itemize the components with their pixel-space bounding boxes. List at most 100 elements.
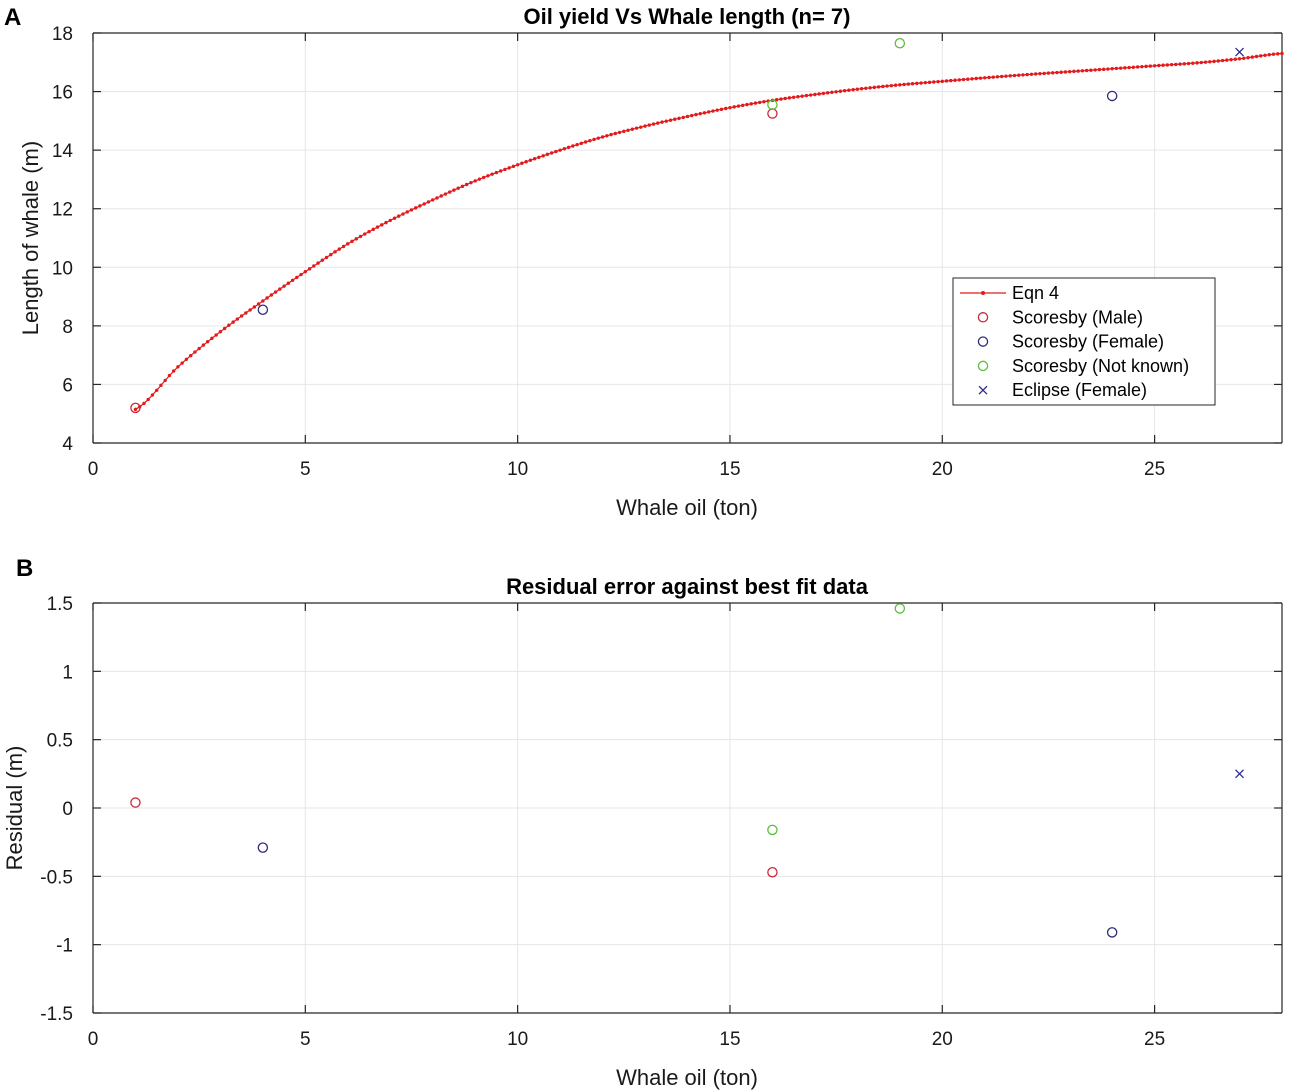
panel-a-series-eqn-4-dot: [515, 163, 520, 167]
panel-a-series-eqn-4-dot: [1110, 67, 1114, 71]
panel-a-y-tick-label: 10: [52, 258, 73, 279]
panel-a-series-eqn-4-dot: [626, 128, 630, 132]
panel-b-letter: B: [16, 555, 33, 582]
panel-a-series-eqn-4-dot: [295, 275, 299, 280]
panel-a-series-eqn-4-dot: [885, 84, 889, 88]
panel-a-series-eqn-4-dot: [702, 111, 707, 115]
panel-a-series-eqn-4-dot: [278, 287, 282, 291]
panel-b-series-4-point: [1235, 769, 1244, 779]
panel-a-y-tick-label: 12: [52, 200, 73, 221]
panel-a-series-eqn-4-dot: [146, 397, 150, 402]
panel-a-y-tick-label: 16: [52, 83, 73, 104]
panel-a-series-eqn-4-dot: [732, 105, 736, 109]
panel-a-series-eqn-4-dot: [163, 378, 167, 383]
panel-a-y-tick-label: 14: [52, 141, 74, 162]
panel-a-series-eqn-4-dot: [1046, 71, 1051, 75]
panel-a-series-eqn-4-dot: [1029, 72, 1034, 76]
legend-item-scoresby-male: Scoresby (Male): [977, 307, 1143, 327]
panel-a-series-eqn-4-dot: [719, 107, 724, 112]
panel-a-series-eqn-4-dot: [741, 103, 745, 108]
panel-b: B Residual error against best fit data 0…: [2, 555, 1283, 1090]
panel-a-series-eqn-4-dot: [205, 340, 210, 344]
panel-a-series-eqn-4-dot: [265, 296, 269, 300]
panel-a-series-eqn-4-dot: [1225, 58, 1229, 62]
panel-a-series-eqn-4-dot: [239, 314, 244, 318]
panel-a-series-eqn-4-dot: [859, 87, 864, 91]
panel-a-series-eqn-4-dot: [1203, 60, 1208, 64]
panel-a-series-eqn-4-dot: [940, 79, 944, 84]
legend-item-scoresby-female-marker-swatch: [977, 336, 989, 347]
panel-a-series-eqn-4-dot: [1131, 65, 1136, 69]
panel-a-series-eqn-4-dot: [987, 75, 991, 80]
panel-a-series-eqn-4-dot: [902, 82, 906, 87]
panel-a-series-eqn-4-dot: [405, 210, 409, 214]
panel-a-title: Oil yield Vs Whale length (n= 7): [523, 4, 850, 29]
panel-a-series-eqn-4-dot: [685, 114, 690, 119]
panel-a-series-eqn-4-dot: [605, 134, 609, 138]
panel-b-series-3: [767, 603, 906, 836]
panel-a-series-eqn-4-dot: [554, 149, 558, 154]
legend-item-eqn-4: Eqn 4: [960, 283, 1059, 303]
panel-a-series-scoresby-male: [130, 108, 778, 414]
panel-a-series-eqn-4-dot: [1008, 74, 1012, 78]
panel-a-series-eqn-4-dot: [1229, 57, 1233, 62]
panel-b-series-1: [130, 797, 778, 878]
panel-a-series-eqn-4-dot: [176, 365, 180, 369]
panel-a-y-tick-label: 4: [62, 434, 73, 455]
panel-a-series-eqn-4-dot: [443, 192, 448, 196]
panel-a-series-eqn-4-dot: [439, 194, 443, 198]
panel-a-series-eqn-4-dot: [1144, 64, 1148, 69]
panel-a-series-eqn-4-dot: [388, 218, 392, 223]
panel-a-series-eqn-4-dot: [486, 174, 490, 178]
panel-b-series-3-point: [894, 603, 906, 614]
panel-a-series-eqn-4-dot: [503, 167, 507, 172]
panel-a-series-eqn-4-dot: [460, 184, 465, 189]
panel-a-series-eqn-4-dot: [1135, 65, 1140, 69]
panel-a-series-eqn-4-dot: [303, 269, 308, 274]
panel-a-series-eqn-4-dot: [749, 102, 753, 106]
panel-a-series-eqn-4-dot: [957, 78, 961, 82]
panel-a-series-eqn-4-dot: [893, 83, 898, 87]
panel-a-series-eqn-4-dot: [1021, 73, 1025, 77]
panel-a-series-eqn-4-dot: [490, 172, 494, 176]
panel-b-x-tick-label: 10: [507, 1029, 528, 1050]
panel-a-series-eqn-4-dot: [1191, 61, 1195, 65]
panel-a-series-eqn-4-dot: [1199, 60, 1204, 65]
legend-item-eclipse-female-marker-swatch: [978, 385, 988, 395]
panel-a-series-eqn-4-dot: [838, 89, 843, 93]
panel-a-series-eqn-4-dot: [193, 350, 197, 354]
panel-a-series-eqn-4-dot: [656, 121, 660, 125]
panel-a-series-eqn-4-dot: [736, 104, 741, 108]
panel-a-series-eqn-4-dot: [643, 124, 647, 128]
panel-a-series-scoresby-not-known: [767, 38, 906, 111]
panel-a-x-tick-label: 20: [932, 459, 953, 480]
panel-a-series-eqn-4-dot: [949, 78, 953, 83]
panel-a: A Oil yield Vs Whale length (n= 7) 0 5 10 1…: [4, 4, 1284, 520]
panel-a-series-eqn-4-dot: [235, 317, 240, 321]
panel-a-series-scoresby-not-known-point: [767, 99, 778, 111]
panel-b-plot-area: 0 5 10 15 20 25 -1.5 -1 -0.5 0 0.5 1 1.5: [40, 594, 1283, 1050]
panel-a-series-eqn-4-dot: [448, 190, 452, 194]
panel-a-x-tick-label: 25: [1144, 459, 1165, 480]
legend-box: [952, 277, 1216, 406]
panel-a-series-eqn-4-dot: [150, 393, 155, 397]
panel-a-series-eqn-4-dot: [286, 281, 291, 285]
legend-item-scoresby-male-marker-swatch: [977, 312, 989, 323]
panel-a-series-eqn-4-dot: [566, 145, 571, 150]
panel-a-series-eqn-4-dot: [261, 299, 265, 303]
panel-a-series-eqn-4: [133, 51, 1284, 412]
panel-a-series-eqn-4-dot: [244, 311, 248, 315]
panel-a-series-eqn-4-dot: [872, 85, 877, 90]
panel-a-series-eqn-4-dot: [847, 88, 851, 92]
panel-a-series-eqn-4-dot: [201, 343, 206, 347]
panel-b-series-2: [257, 842, 1118, 938]
panel-a-series-eqn-4-dot: [1208, 60, 1212, 64]
panel-b-series-4: [1235, 769, 1244, 779]
panel-a-series-eqn-4-dot: [690, 113, 694, 118]
panel-a-series-eqn-4-dot: [401, 212, 405, 216]
panel-a-series-eqn-4-dot: [367, 229, 371, 234]
panel-a-series-eqn-4-dot: [651, 122, 656, 126]
panel-b-y-tick-label: -1: [56, 936, 73, 957]
legend-item-eclipse-female-label: Eclipse (Female): [1012, 380, 1147, 400]
panel-a-series-eqn-4-dot: [953, 78, 957, 82]
